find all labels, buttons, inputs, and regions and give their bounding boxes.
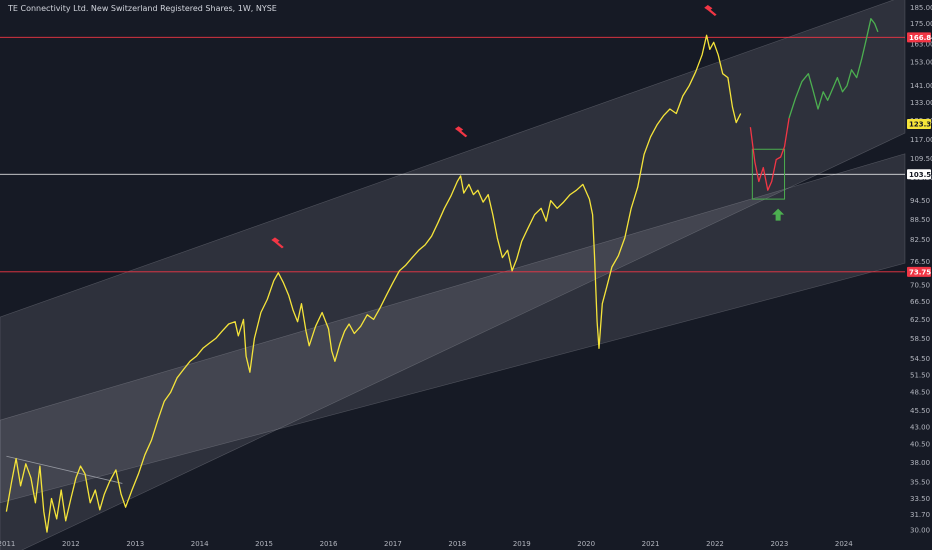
price-tag-label: 123.38 (909, 121, 932, 129)
x-tick-label: 2019 (513, 540, 531, 548)
price-tag-3 (907, 266, 931, 277)
price-tag-4 (907, 119, 931, 130)
x-tick-label: 2021 (642, 540, 660, 548)
y-tick-label: 153.00 (910, 59, 932, 67)
x-tick-label: 2018 (448, 540, 466, 548)
price-tag-1 (907, 32, 931, 43)
y-tick-label: 70.50 (910, 281, 930, 289)
price-series-2 (749, 117, 790, 191)
buy-marker-icon-4 (772, 208, 785, 221)
x-tick-label: 2012 (62, 540, 80, 548)
y-tick-label: 88.50 (910, 216, 930, 224)
x-tick-label: 2023 (770, 540, 788, 548)
y-tick-label: 58.50 (910, 335, 930, 343)
x-tick-label: 2013 (126, 540, 144, 548)
price-tag-label: 166.84 (909, 34, 932, 42)
x-tick-label: 2015 (255, 540, 273, 548)
price-series-3 (788, 18, 879, 119)
y-tick-label: 48.50 (910, 389, 930, 397)
y-tick-label: 62.50 (910, 316, 930, 324)
channel-2 (0, 153, 906, 504)
y-tick-label: 117.00 (910, 136, 932, 144)
y-tick-label: 43.00 (910, 423, 930, 431)
price-series-1 (5, 34, 742, 533)
y-tick-label: 45.50 (910, 407, 930, 415)
y-tick-label: 38.00 (910, 459, 930, 467)
y-tick-label: 163.00 (910, 41, 932, 49)
y-tick-label: 54.50 (910, 355, 930, 363)
x-tick-label: 2022 (706, 540, 724, 548)
chart-title: TE Connectivity Ltd. New Switzerland Reg… (8, 4, 277, 13)
y-tick-label: 175.00 (910, 20, 932, 28)
x-tick-label: 2020 (577, 540, 595, 548)
x-tick-label: 2017 (384, 540, 402, 548)
y-tick-label: 33.50 (910, 495, 930, 503)
price-tag-2 (907, 169, 931, 180)
y-tick-label: 76.50 (910, 258, 930, 266)
sell-marker-icon-1 (271, 237, 284, 249)
price-tag-label: 73.75 (909, 268, 931, 276)
y-tick-label: 30.00 (910, 527, 930, 535)
channel-1 (0, 0, 906, 550)
y-tick-label: 94.50 (910, 197, 930, 205)
y-tick-label: 51.50 (910, 371, 930, 379)
y-tick-label: 109.50 (910, 155, 932, 163)
x-tick-label: 2014 (191, 540, 209, 548)
y-tick-label: 82.50 (910, 236, 930, 244)
x-tick-label: 2016 (320, 540, 338, 548)
y-tick-label: 133.00 (910, 99, 932, 107)
highlight-box (751, 148, 786, 200)
x-tick-label: 2011 (0, 540, 15, 548)
y-tick-label: 35.50 (910, 478, 930, 486)
x-tick-label: 2024 (835, 540, 853, 548)
y-tick-label: 40.50 (910, 440, 930, 448)
y-tick-label: 66.50 (910, 298, 930, 306)
y-tick-label: 141.00 (910, 82, 932, 90)
sell-marker-icon-3 (704, 5, 717, 16)
trendline (6, 455, 123, 484)
price-tag-label: 103.58 (909, 171, 932, 179)
y-tick-label: 185.00 (910, 4, 932, 12)
sell-marker-icon-2 (454, 126, 468, 138)
y-tick-label: 31.70 (910, 511, 930, 519)
